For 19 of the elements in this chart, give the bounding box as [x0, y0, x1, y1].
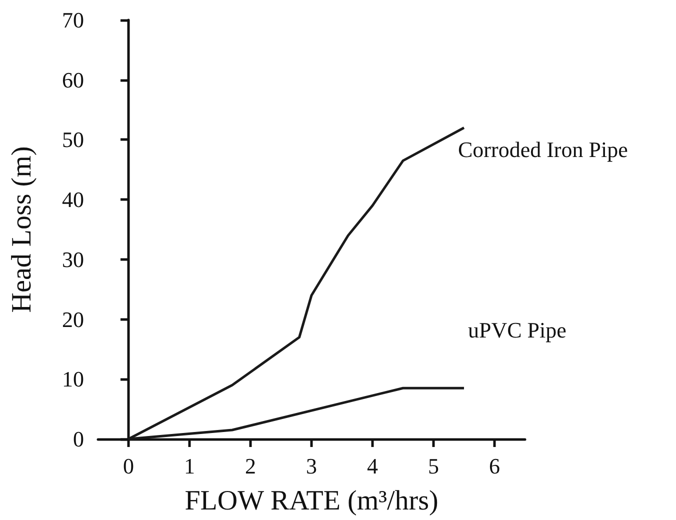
- series-label: Corroded Iron Pipe: [458, 137, 628, 162]
- x-tick-label: 5: [428, 454, 439, 478]
- x-tick-label: 1: [184, 454, 195, 478]
- x-tick-label: 0: [123, 454, 134, 478]
- y-tick-label: 70: [62, 8, 84, 32]
- y-tick-label: 50: [62, 127, 84, 152]
- x-tick-label: 3: [306, 454, 317, 478]
- x-tick-label: 2: [245, 454, 256, 478]
- text: uPVC Pipe: [468, 318, 566, 343]
- x-tick-label: 6: [489, 454, 500, 478]
- y-tick-label: 20: [62, 306, 84, 332]
- y-tick-label: 40: [62, 187, 84, 212]
- y-tick-label: 0: [73, 426, 84, 452]
- y-axis-title: Head Loss (m): [6, 146, 38, 313]
- y-tick-label: 60: [62, 67, 84, 92]
- y-tick-label: 10: [62, 366, 84, 392]
- y-tick-label: 30: [62, 246, 84, 272]
- x-tick-label: 4: [367, 454, 378, 478]
- x-axis-title: FLOW RATE (m³/hrs): [184, 486, 438, 516]
